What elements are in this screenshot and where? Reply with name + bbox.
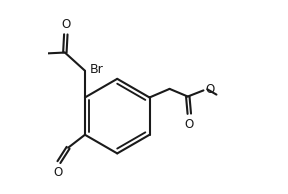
Text: O: O — [61, 17, 71, 30]
Text: O: O — [54, 166, 63, 179]
Text: Br: Br — [90, 63, 103, 76]
Text: O: O — [206, 83, 215, 96]
Text: O: O — [185, 118, 194, 131]
